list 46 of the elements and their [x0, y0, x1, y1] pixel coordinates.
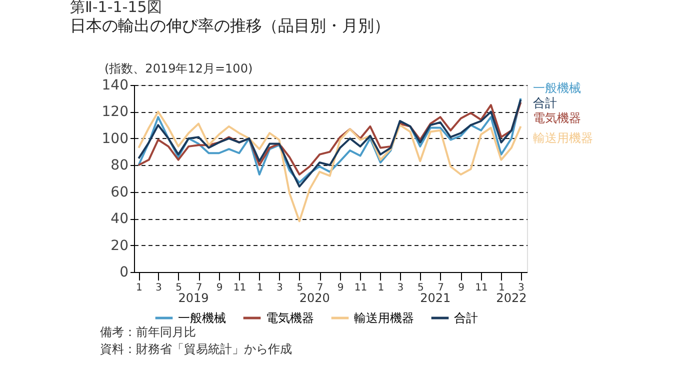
x-tick-label: 1 [256, 282, 264, 294]
y-tick-label: 60 [110, 184, 128, 200]
x-tick-label: 9 [458, 282, 465, 294]
text: 合計 [533, 96, 557, 110]
x-tick-label: 11 [233, 282, 246, 294]
x-tick-label: 3 [397, 282, 404, 294]
x-tick-label: 11 [475, 282, 488, 294]
y-tick-label: 140 [102, 78, 128, 94]
x2-tick-label: 2021 [420, 291, 451, 305]
y-tick-label: 40 [110, 211, 128, 228]
text: 一般機械 [533, 81, 581, 95]
text: 備考：前年同月比 [100, 325, 196, 339]
x-tick-label: 5 [296, 282, 304, 294]
legend-label: 電気機器 [266, 311, 314, 325]
y-tick-label: 120 [102, 104, 128, 120]
x-tick-label: 3 [155, 282, 162, 294]
x-tick-label: 1 [498, 282, 505, 294]
x-tick-label: 7 [316, 282, 324, 294]
legend-label: 輸送用機器 [354, 311, 414, 325]
text: 資料：財務省「貿易統計」から作成 [100, 342, 292, 356]
y-tick-label: 100 [102, 130, 128, 147]
x-tick-label: 3 [276, 282, 283, 294]
x-tick-label: 9 [216, 282, 223, 294]
legend-label: 一般機械 [178, 311, 226, 325]
chart-subtitle: 日本の輸出の伸び率の推移（品目別・月別） [70, 16, 390, 35]
x2-tick-label: 2019 [178, 291, 209, 305]
x-tick-label: 1 [378, 282, 384, 294]
x2-tick-label: 2020 [299, 291, 330, 305]
y-tick-label: 80 [110, 158, 128, 174]
x-tick-label: 11 [354, 282, 368, 294]
text: 電気機器 [533, 111, 581, 125]
y-tick-label: 20 [110, 238, 128, 254]
x2-tick-label: 2022 [496, 291, 527, 305]
y-axis-title: (指数、2019年12月=100) [104, 62, 253, 76]
x-tick-label: 3 [518, 282, 524, 294]
text: 輸送用機器 [533, 131, 593, 145]
x-tick-label: 5 [417, 282, 424, 294]
x-tick-label: 7 [196, 282, 202, 294]
y-tick-label: 0 [120, 264, 128, 280]
line-series [138, 110, 522, 222]
x-tick-label: 5 [176, 282, 182, 294]
x-tick-label: 9 [337, 282, 344, 294]
chart-title: 第Ⅱ-1-1-15図 [70, 0, 162, 16]
x-tick-label: 7 [438, 282, 444, 294]
legend-label: 合計 [454, 311, 478, 325]
x-tick-label: 1 [136, 282, 142, 294]
